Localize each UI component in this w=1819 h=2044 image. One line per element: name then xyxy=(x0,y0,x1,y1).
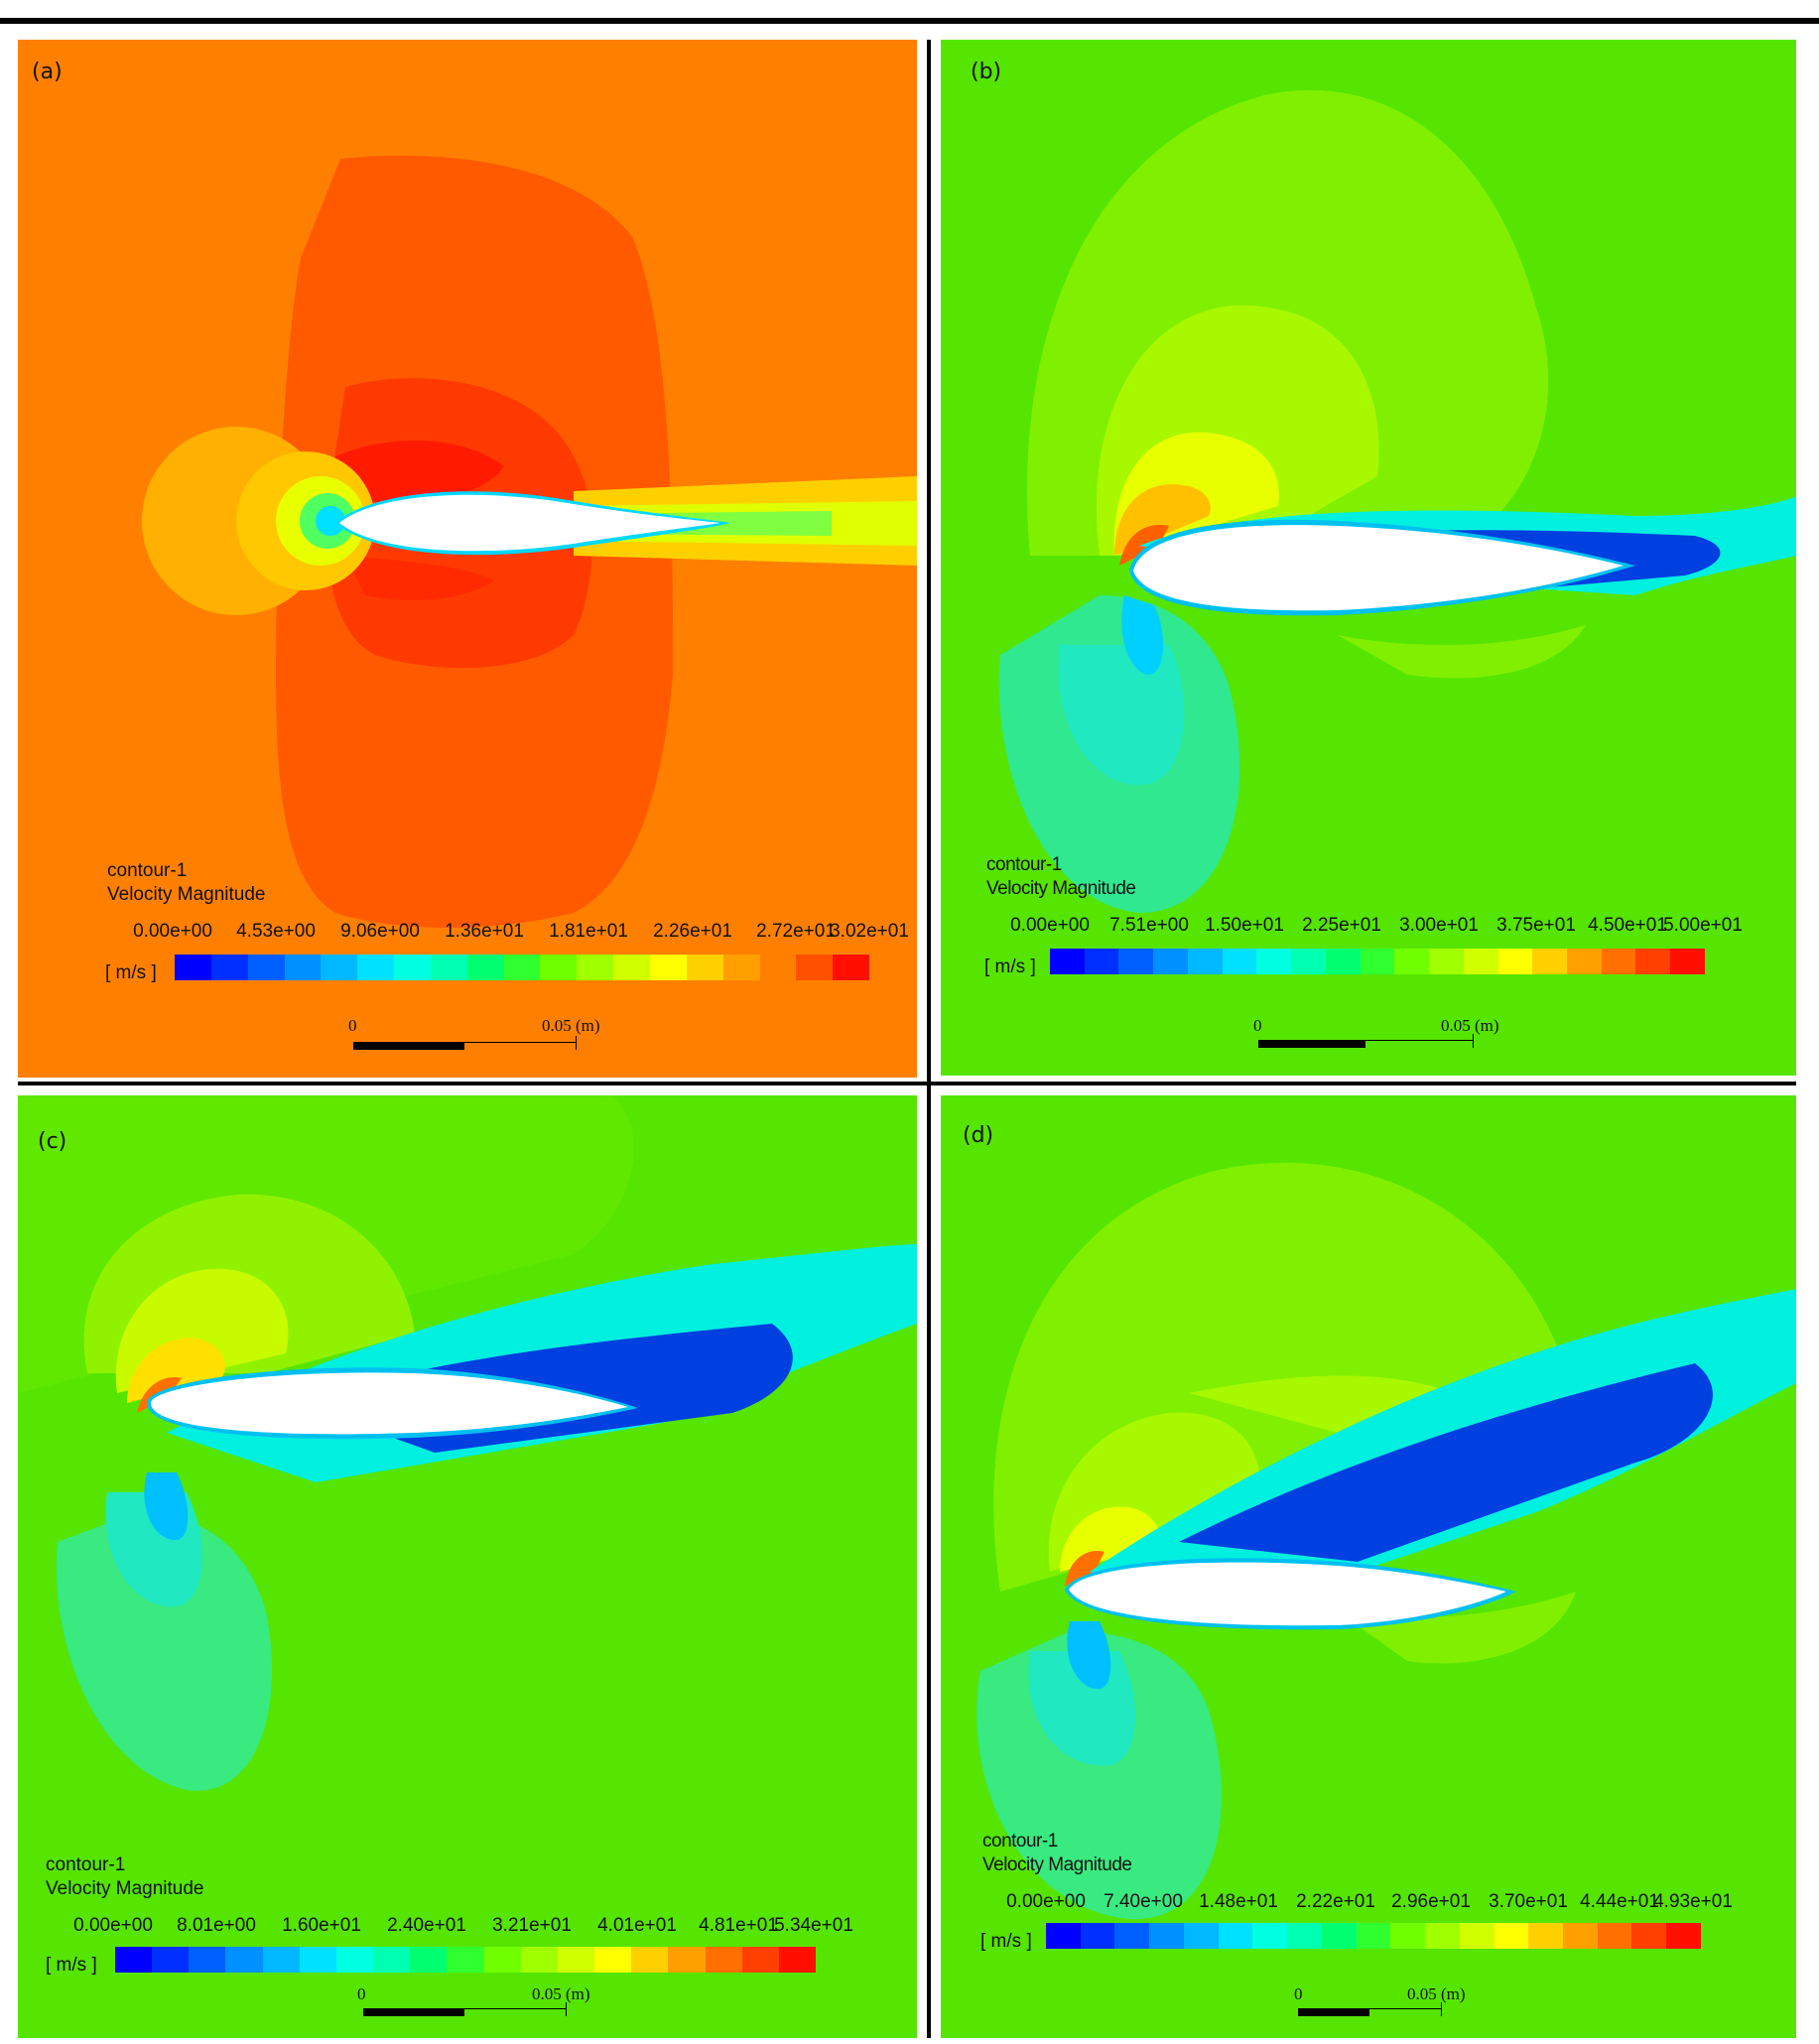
scale-bar-end xyxy=(566,2002,567,2016)
scale-bar-solid xyxy=(363,2008,464,2016)
scale-zero: 0 xyxy=(357,1984,366,2003)
tick-label: 1.60e+01 xyxy=(282,1915,361,1936)
velocity-contour-field-d xyxy=(941,1095,1796,2038)
tick-label: 4.81e+01 xyxy=(699,1915,778,1936)
scale-bar-end xyxy=(576,1036,577,1050)
tick-label: 4.50e+01 xyxy=(1588,915,1667,936)
panel-c: (c) contour-1 Velocity Magnitude 0.00e+0… xyxy=(18,1095,917,2038)
panel-b: (b) contour-1 Velocity Magnitude 0.00e+0… xyxy=(941,40,1796,1076)
tick-label: 1.36e+01 xyxy=(445,921,524,942)
tick-label: 0.00e+00 xyxy=(133,921,212,942)
unit-label: [ m/s ] xyxy=(105,962,157,983)
unit-label: [ m/s ] xyxy=(984,957,1036,977)
tick-label: 3.21e+01 xyxy=(492,1915,572,1936)
variable-name: Velocity Magnitude xyxy=(982,1854,1132,1875)
scale-bar-open xyxy=(464,2008,566,2009)
velocity-contour-field-b xyxy=(941,40,1796,1076)
colorbar xyxy=(1050,949,1705,974)
tick-label: 2.96e+01 xyxy=(1391,1891,1471,1912)
panel-a: (a) contour-1 Velocity Magnitude 0.00e+0… xyxy=(18,40,917,1078)
tick-label: 9.06e+00 xyxy=(340,921,420,942)
velocity-contour-field-a xyxy=(18,40,917,1078)
legend-header: contour-1 Velocity Magnitude xyxy=(982,1830,1132,1877)
scale-length: 0.05 (m) xyxy=(1441,1016,1499,1035)
top-rule xyxy=(0,18,1819,24)
colorbar xyxy=(1046,1923,1701,1949)
variable-name: Velocity Magnitude xyxy=(986,878,1136,899)
panel-label: (d) xyxy=(963,1123,994,1148)
colorbar xyxy=(175,955,870,980)
scale-bar-solid xyxy=(353,1042,464,1050)
tick-label: 2.25e+01 xyxy=(1302,915,1381,936)
tick-label: 1.81e+01 xyxy=(549,921,628,942)
tick-label: 3.70e+01 xyxy=(1489,1891,1568,1912)
scale-bar-end xyxy=(1441,2002,1442,2016)
tick-label: 5.34e+01 xyxy=(774,1915,853,1936)
vertical-divider xyxy=(927,40,931,2038)
contour-name: contour-1 xyxy=(982,1831,1058,1852)
tick-label: 4.53e+00 xyxy=(236,921,316,942)
scale-bar-open xyxy=(1369,2008,1441,2009)
panel-d: (d) contour-1 Velocity Magnitude 0.00e+0… xyxy=(941,1095,1796,2038)
tick-label: 1.48e+01 xyxy=(1199,1891,1278,1912)
tick-label: 7.40e+00 xyxy=(1104,1891,1183,1912)
scale-zero: 0 xyxy=(1294,1984,1303,2003)
tick-label: 2.26e+01 xyxy=(653,921,732,942)
tick-label: 3.75e+01 xyxy=(1496,915,1576,936)
colorbar xyxy=(115,1947,816,1973)
panel-label: (b) xyxy=(971,60,1002,84)
scale-bar-end xyxy=(1473,1034,1474,1048)
tick-label: 8.01e+00 xyxy=(177,1915,256,1936)
tick-label: 2.72e+01 xyxy=(756,921,836,942)
tick-label: 7.51e+00 xyxy=(1109,915,1189,936)
contour-name: contour-1 xyxy=(986,854,1062,875)
velocity-contour-field-c xyxy=(18,1095,917,2038)
tick-label: 0.00e+00 xyxy=(1006,1891,1086,1912)
tick-label: 4.93e+01 xyxy=(1653,1891,1733,1912)
tick-label: 3.02e+01 xyxy=(830,921,909,942)
unit-label: [ m/s ] xyxy=(46,1955,97,1976)
horizontal-divider xyxy=(18,1082,1796,1086)
legend-header: contour-1 Velocity Magnitude xyxy=(107,859,266,907)
contour-name: contour-1 xyxy=(107,860,188,881)
tick-label: 4.44e+01 xyxy=(1580,1891,1659,1912)
scale-bar-solid xyxy=(1298,2008,1369,2016)
scale-zero: 0 xyxy=(348,1016,357,1035)
legend-header: contour-1 Velocity Magnitude xyxy=(46,1853,204,1901)
tick-label: 5.00e+01 xyxy=(1663,915,1743,936)
scale-length: 0.05 (m) xyxy=(1407,1984,1466,2003)
tick-label: 2.22e+01 xyxy=(1296,1891,1375,1912)
scale-bar-open xyxy=(1365,1040,1473,1041)
scale-bar-open xyxy=(464,1042,576,1043)
scale-zero: 0 xyxy=(1253,1016,1262,1035)
variable-name: Velocity Magnitude xyxy=(46,1878,204,1899)
tick-label: 0.00e+00 xyxy=(73,1915,153,1936)
panel-label: (a) xyxy=(32,60,63,84)
scale-length: 0.05 (m) xyxy=(532,1984,590,2003)
legend-header: contour-1 Velocity Magnitude xyxy=(986,853,1136,901)
tick-label: 3.00e+01 xyxy=(1399,915,1479,936)
scale-bar-solid xyxy=(1258,1040,1365,1048)
variable-name: Velocity Magnitude xyxy=(107,884,266,905)
tick-label: 1.50e+01 xyxy=(1205,915,1284,936)
panel-label: (c) xyxy=(38,1129,67,1154)
contour-name: contour-1 xyxy=(46,1854,126,1875)
tick-label: 0.00e+00 xyxy=(1010,915,1090,936)
tick-label: 4.01e+01 xyxy=(597,1915,677,1936)
scale-length: 0.05 (m) xyxy=(542,1016,600,1035)
tick-label: 2.40e+01 xyxy=(387,1915,466,1936)
unit-label: [ m/s ] xyxy=(980,1931,1032,1952)
